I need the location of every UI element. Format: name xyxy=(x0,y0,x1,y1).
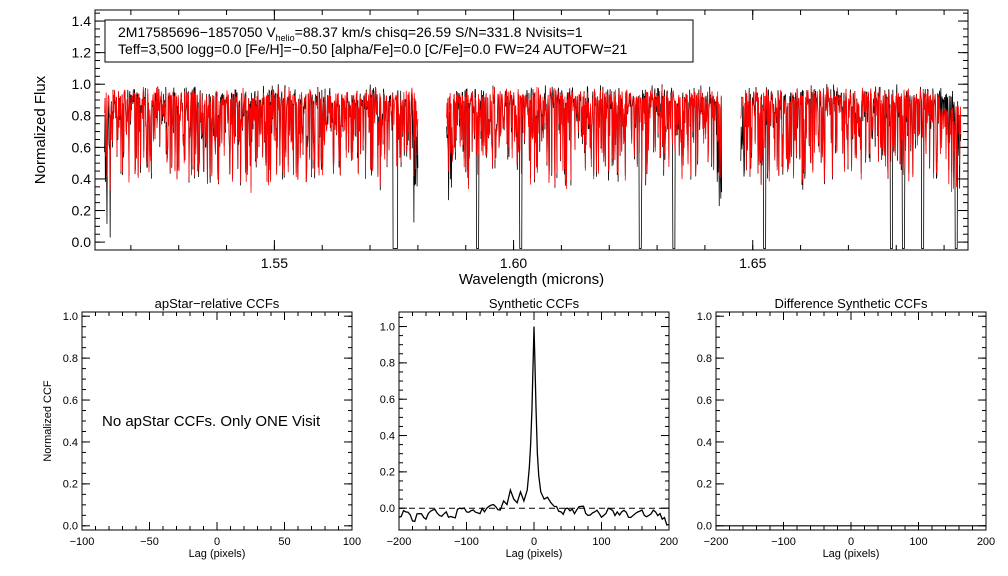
spectrum-xlabel: Wavelength (microns) xyxy=(459,271,604,288)
spectrum-xtick-label: 1.60 xyxy=(500,255,527,271)
difference-xlabel: Lag (pixels) xyxy=(823,548,880,560)
synthetic-xtick-label: 100 xyxy=(592,536,610,548)
info-line-2: Teff=3,500 logg=0.0 [Fe/H]=−0.50 [alpha/… xyxy=(118,41,627,57)
spectrum-ytick-label: 0.0 xyxy=(72,234,92,250)
spectrum-info-box: 2M17585696−1857050 Vhelio=88.37 km/s chi… xyxy=(104,19,694,63)
spectrum-ytick-label: 0.8 xyxy=(72,108,92,124)
synthetic-ytick-label: 0.0 xyxy=(380,503,395,515)
apstar-ytick-label: 0.0 xyxy=(63,521,78,533)
apstar-xtick-label: −50 xyxy=(140,536,159,548)
synthetic-ytick-label: 0.2 xyxy=(380,467,395,479)
apstar-ytick-label: 0.6 xyxy=(63,395,78,407)
spectrum-synthetic-segment xyxy=(446,86,723,189)
apstar-axes: −100 −50 0 50 100 0.0 0.2 0.4 0.6 0.8 1.0 xyxy=(63,311,361,548)
apstar-ytick-label: 0.2 xyxy=(63,479,78,491)
apstar-ytick-label: 0.4 xyxy=(63,437,78,449)
synthetic-ccf-line xyxy=(398,326,670,526)
spectrum-ylabel: Normalized Flux xyxy=(32,75,49,184)
spectrum-ytick-label: 1.4 xyxy=(72,13,92,29)
spectrum-synthetic-segment xyxy=(104,86,419,193)
synthetic-ytick-label: 0.8 xyxy=(380,358,395,370)
info-token: 2M17585696−1857050 xyxy=(118,24,266,40)
spectrum-ytick-label: 0.4 xyxy=(72,171,92,187)
spectrum-ytick-label: 1.0 xyxy=(72,76,92,92)
synthetic-ytick-label: 0.4 xyxy=(380,430,395,442)
difference-ytick-label: 0.0 xyxy=(697,521,712,533)
spectrum-xtick-label: 1.55 xyxy=(261,255,288,271)
info-vhelio-sub: helio xyxy=(276,33,295,43)
difference-title: Difference Synthetic CCFs xyxy=(775,296,928,311)
spectrum-synthetic-segment xyxy=(740,87,962,192)
synthetic-xlabel: Lag (pixels) xyxy=(506,548,563,560)
apstar-xtick-label: 50 xyxy=(278,536,290,548)
info-token: Nvisits=1 xyxy=(525,24,582,40)
spectrum-xtick-label: 1.65 xyxy=(739,255,766,271)
spectrum-ytick-label: 0.6 xyxy=(72,139,92,155)
difference-ytick-label: 0.4 xyxy=(697,437,712,449)
info-token: chisq=26.59 xyxy=(375,24,455,40)
difference-ytick-label: 0.6 xyxy=(697,395,712,407)
info-token: V xyxy=(266,24,276,40)
synthetic-ytick-label: 0.6 xyxy=(380,394,395,406)
difference-xtick-label: −100 xyxy=(771,536,796,548)
apstar-ylabel: Normalized CCF xyxy=(42,380,54,462)
difference-axes: −200 −100 0 100 200 0.0 0.2 0.4 0.6 0.8 1.0 xyxy=(697,311,995,548)
apstar-xtick-label: −100 xyxy=(70,536,95,548)
spectrum-ytick-label: 0.2 xyxy=(72,202,92,218)
synthetic-xtick-label: −200 xyxy=(387,536,412,548)
difference-ytick-label: 1.0 xyxy=(697,311,712,323)
apstar-xtick-label: 0 xyxy=(214,536,220,548)
synthetic-axes: −200 −100 0 100 200 0.0 0.2 0.4 0.6 0.8 1.0 xyxy=(380,311,678,548)
difference-xtick-label: −200 xyxy=(704,536,729,548)
synthetic-xtick-label: −100 xyxy=(454,536,479,548)
spectrum-axes: 1.55 1.60 1.65 0.0 0.2 0.4 0.6 0.8 1.0 1.2 1.4 xyxy=(72,9,969,271)
info-token: S/N=331.8 xyxy=(455,24,525,40)
apstar-ytick-label: 0.8 xyxy=(63,353,78,365)
info-line-1: 2M17585696−1857050 Vhelio=88.37 km/s chi… xyxy=(118,24,583,43)
difference-xtick-label: 200 xyxy=(977,536,995,548)
spectrum-frame xyxy=(94,9,969,251)
spectrum-series-synthetic xyxy=(104,86,962,193)
difference-xtick-label: 100 xyxy=(909,536,927,548)
apstar-ytick-label: 1.0 xyxy=(63,311,78,323)
difference-xtick-label: 0 xyxy=(848,536,854,548)
difference-ytick-label: 0.2 xyxy=(697,479,712,491)
synthetic-ytick-label: 1.0 xyxy=(380,321,395,333)
apstar-annotation: No apStar CCFs. Only ONE Visit xyxy=(102,413,321,430)
apstar-title: apStar−relative CCFs xyxy=(155,296,280,311)
apstar-xtick-label: 100 xyxy=(343,536,361,548)
info-token: =88.37 km/s xyxy=(295,24,376,40)
info-box-frame xyxy=(104,19,694,63)
apstar-xlabel: Lag (pixels) xyxy=(189,548,246,560)
synthetic-xtick-label: 200 xyxy=(660,536,678,548)
difference-ytick-label: 0.8 xyxy=(697,353,712,365)
synthetic-title: Synthetic CCFs xyxy=(489,296,580,311)
difference-frame xyxy=(715,311,987,531)
spectrum-ytick-label: 1.2 xyxy=(72,45,92,61)
synthetic-xtick-label: 0 xyxy=(531,536,537,548)
